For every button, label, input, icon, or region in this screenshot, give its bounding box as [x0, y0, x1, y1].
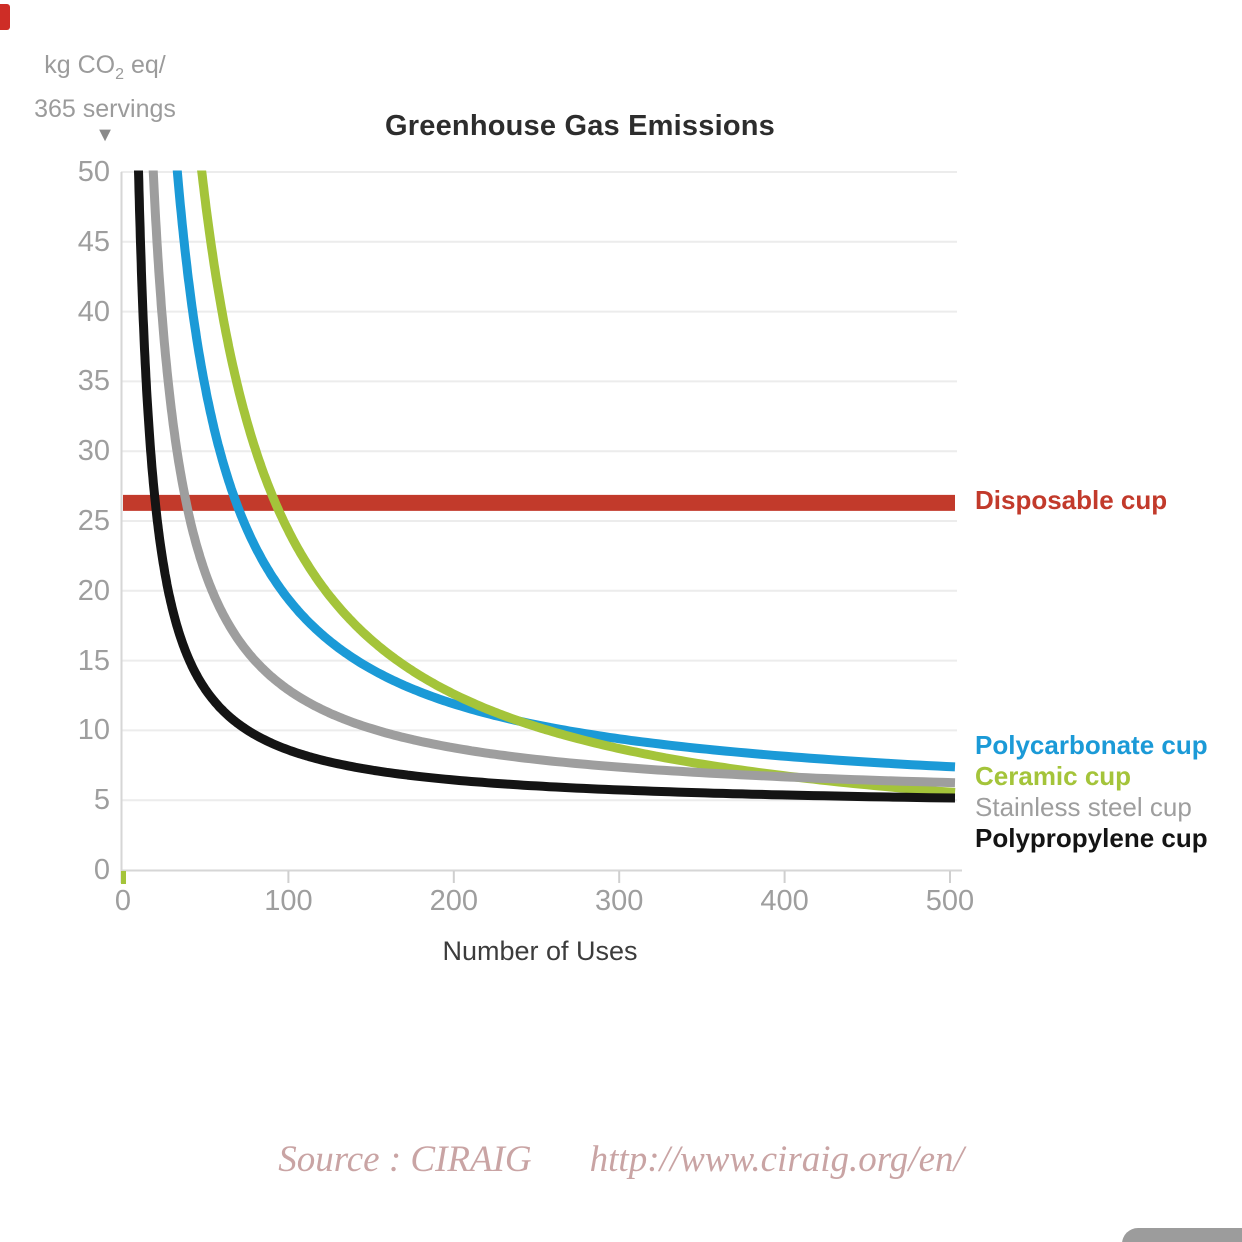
series-label-ceramic-cup: Ceramic cup — [975, 761, 1132, 791]
x-tick-label: 200 — [429, 885, 478, 917]
y-axis-unit-line2: 365 servings — [34, 95, 176, 123]
y-tick-label: 15 — [77, 644, 110, 677]
y-tick-label: 35 — [77, 365, 110, 398]
x-tick-label: 0 — [114, 885, 132, 917]
chart-title: Greenhouse Gas Emissions — [385, 110, 775, 142]
series-label-polypropylene-cup: Polypropylene cup — [975, 823, 1208, 853]
series-label-disposable-cup: Disposable cup — [975, 485, 1168, 515]
y-axis-unit-label: kg CO2 eq/ 365 servings — [18, 48, 192, 126]
arrow-down-icon: ▼ — [95, 124, 115, 146]
x-axis-title: Number of Uses — [442, 936, 638, 966]
x-tick-label: 400 — [760, 885, 809, 917]
y-tick-label: 50 — [77, 156, 110, 188]
series-label-polycarbonate-cup: Polycarbonate cup — [975, 730, 1208, 760]
source-url: http://www.ciraig.org/en/ — [589, 1139, 964, 1180]
x-tick-label: 300 — [594, 885, 644, 917]
scroll-indicator[interactable] — [1122, 1228, 1242, 1242]
y-tick-label: 45 — [77, 225, 110, 258]
y-tick-label: 30 — [77, 435, 110, 468]
y-tick-label: 5 — [93, 784, 110, 817]
source-label: Source : CIRAIG — [278, 1139, 532, 1180]
y-tick-label: 20 — [77, 574, 110, 607]
y-tick-label: 0 — [93, 854, 110, 886]
series-label-stainless-steel-cup: Stainless steel cup — [975, 792, 1192, 822]
y-tick-label: 40 — [77, 295, 110, 328]
y-tick-label: 25 — [77, 505, 110, 537]
y-tick-label: 10 — [77, 714, 110, 747]
top-left-red-marker — [0, 4, 10, 30]
x-tick-label: 100 — [264, 885, 313, 917]
y-axis-unit-line1: kg CO2 eq/ — [44, 51, 166, 83]
x-tick-label: 500 — [925, 885, 975, 917]
source-caption: Source : CIRAIG http://www.ciraig.org/en… — [0, 1138, 1242, 1181]
